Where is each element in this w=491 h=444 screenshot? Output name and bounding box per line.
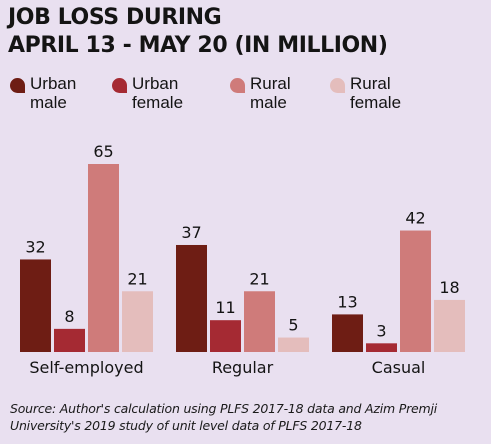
chart-title: JOB LOSS DURING APRIL 13 - MAY 20 (IN MIL… <box>8 4 478 60</box>
legend-label-rural-male: Rural male <box>250 74 291 112</box>
category-label-self-employed: Self-employed <box>29 358 143 377</box>
data-label-casual-rural-male: 42 <box>405 209 425 228</box>
legend-swatch-urban-male <box>10 78 25 93</box>
legend-swatch-urban-female <box>112 78 127 93</box>
bar-regular-rural-female <box>278 337 309 352</box>
data-label-regular-urban-female: 11 <box>215 298 235 317</box>
data-label-casual-rural-female: 18 <box>439 278 459 297</box>
bar-regular-rural-male <box>244 291 275 352</box>
chart-title-line-1: JOB LOSS DURING <box>8 5 222 30</box>
category-label-regular: Regular <box>212 358 274 377</box>
bar-casual-urban-male <box>332 314 363 352</box>
legend-item-rural-male: Rural male <box>230 74 350 114</box>
bar-self-employed-urban-male <box>20 259 51 352</box>
data-label-regular-rural-male: 21 <box>249 269 269 288</box>
legend-item-rural-female: Rural female <box>330 74 450 114</box>
source-note: Source: Author's calculation using PLFS … <box>10 401 438 433</box>
legend-swatch-rural-female <box>330 78 345 93</box>
chart-title-line-2: APRIL 13 - MAY 20 (IN MILLION) <box>8 33 388 58</box>
data-label-casual-urban-female: 3 <box>376 321 386 340</box>
legend-swatch-rural-male <box>230 78 245 93</box>
bar-regular-urban-male <box>176 244 207 352</box>
bar-self-employed-rural-female <box>122 291 153 352</box>
data-label-regular-urban-male: 37 <box>181 223 201 242</box>
data-label-casual-urban-male: 13 <box>337 292 357 311</box>
data-label-self-employed-urban-female: 8 <box>64 307 74 326</box>
data-label-self-employed-rural-male: 65 <box>93 142 113 161</box>
category-label-casual: Casual <box>372 358 426 377</box>
legend-item-urban-male: Urban male <box>10 74 130 114</box>
bar-self-employed-urban-female <box>54 328 85 352</box>
data-label-regular-rural-female: 5 <box>288 316 298 335</box>
bar-casual-rural-female <box>434 299 465 352</box>
legend-label-urban-male: Urban male <box>30 74 77 112</box>
bar-casual-urban-female <box>366 343 397 352</box>
bar-casual-rural-male <box>400 230 431 352</box>
legend: Urban male Urban female Rural male Rural… <box>10 74 480 114</box>
data-label-self-employed-rural-female: 21 <box>127 269 147 288</box>
legend-label-rural-female: Rural female <box>350 74 402 112</box>
legend-item-urban-female: Urban female <box>112 74 232 114</box>
bar-regular-urban-female <box>210 320 241 352</box>
bar-self-employed-rural-male <box>88 164 119 352</box>
data-label-self-employed-urban-male: 32 <box>25 237 45 256</box>
legend-label-urban-female: Urban female <box>132 74 184 112</box>
